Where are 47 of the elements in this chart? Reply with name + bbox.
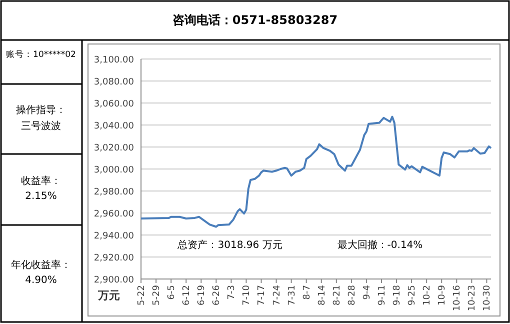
x-tick-label: 6-12 xyxy=(182,285,192,306)
y-tick-label: 3,000.00 xyxy=(94,166,134,176)
x-tick-label: 7-17 xyxy=(257,285,268,306)
y-tick-label: 2,960.00 xyxy=(94,210,134,220)
y-tick-label: 2,920.00 xyxy=(94,254,134,264)
y-tick-label: 3,080.00 xyxy=(94,78,134,88)
x-tick-label: 7-3 xyxy=(227,285,238,300)
x-tick-label: 5-22 xyxy=(137,285,147,306)
x-tick-label: 7-10 xyxy=(242,284,252,306)
text: 操作指导： xyxy=(16,104,66,116)
y-tick-label: 2,900.00 xyxy=(94,276,134,286)
y-tick-label: 3,060.00 xyxy=(94,100,134,110)
x-tick-label: 10-23 xyxy=(468,285,478,312)
y-tick-label: 2,940.00 xyxy=(94,232,134,242)
annotation: 最大回撤：-0.14% xyxy=(337,239,423,251)
x-tick-label: 8-14 xyxy=(317,284,328,306)
x-tick-label: 10-9 xyxy=(438,284,448,306)
x-tick-label: 6-26 xyxy=(212,284,222,306)
chart-title: 咨询电话：0571-85803287 xyxy=(172,13,338,27)
y-tick-label: 3,040.00 xyxy=(94,122,134,132)
x-tick-label: 6-5 xyxy=(167,285,178,300)
annotation: 总资产：3018.96 万元 xyxy=(176,239,282,251)
x-tick-label: 8-7 xyxy=(302,285,312,300)
line-series xyxy=(140,116,492,228)
text: 三号波波 xyxy=(21,120,61,132)
text: 账号：10*****02 xyxy=(6,49,76,60)
y-tick-label: 2,980.00 xyxy=(94,188,134,198)
text: 2.15% xyxy=(25,191,57,202)
x-tick-label: 8-21 xyxy=(332,285,342,306)
x-tick-label: 7-24 xyxy=(272,284,282,306)
x-tick-label: 9-18 xyxy=(392,284,403,306)
text: 4.90% xyxy=(25,275,57,286)
y-tick-label: 3,020.00 xyxy=(94,144,134,154)
x-tick-label: 10-30 xyxy=(482,284,493,312)
text: 年化收益率： xyxy=(11,259,71,271)
x-tick-label: 10-16 xyxy=(452,284,463,312)
y-axis-title: 万元 xyxy=(97,289,120,302)
x-tick-label: 9-11 xyxy=(377,285,388,306)
y-tick-label: 3,100.00 xyxy=(94,56,134,66)
x-tick-label: 7-31 xyxy=(287,285,298,306)
x-tick-label: 10-2 xyxy=(422,285,433,306)
x-tick-label: 6-19 xyxy=(197,284,208,306)
x-tick-label: 9-4 xyxy=(362,284,372,300)
x-tick-label: 5-29 xyxy=(152,284,162,306)
text: 收益率： xyxy=(21,175,61,187)
x-tick-label: 9-25 xyxy=(408,285,418,306)
x-tick-label: 8-28 xyxy=(347,284,358,306)
